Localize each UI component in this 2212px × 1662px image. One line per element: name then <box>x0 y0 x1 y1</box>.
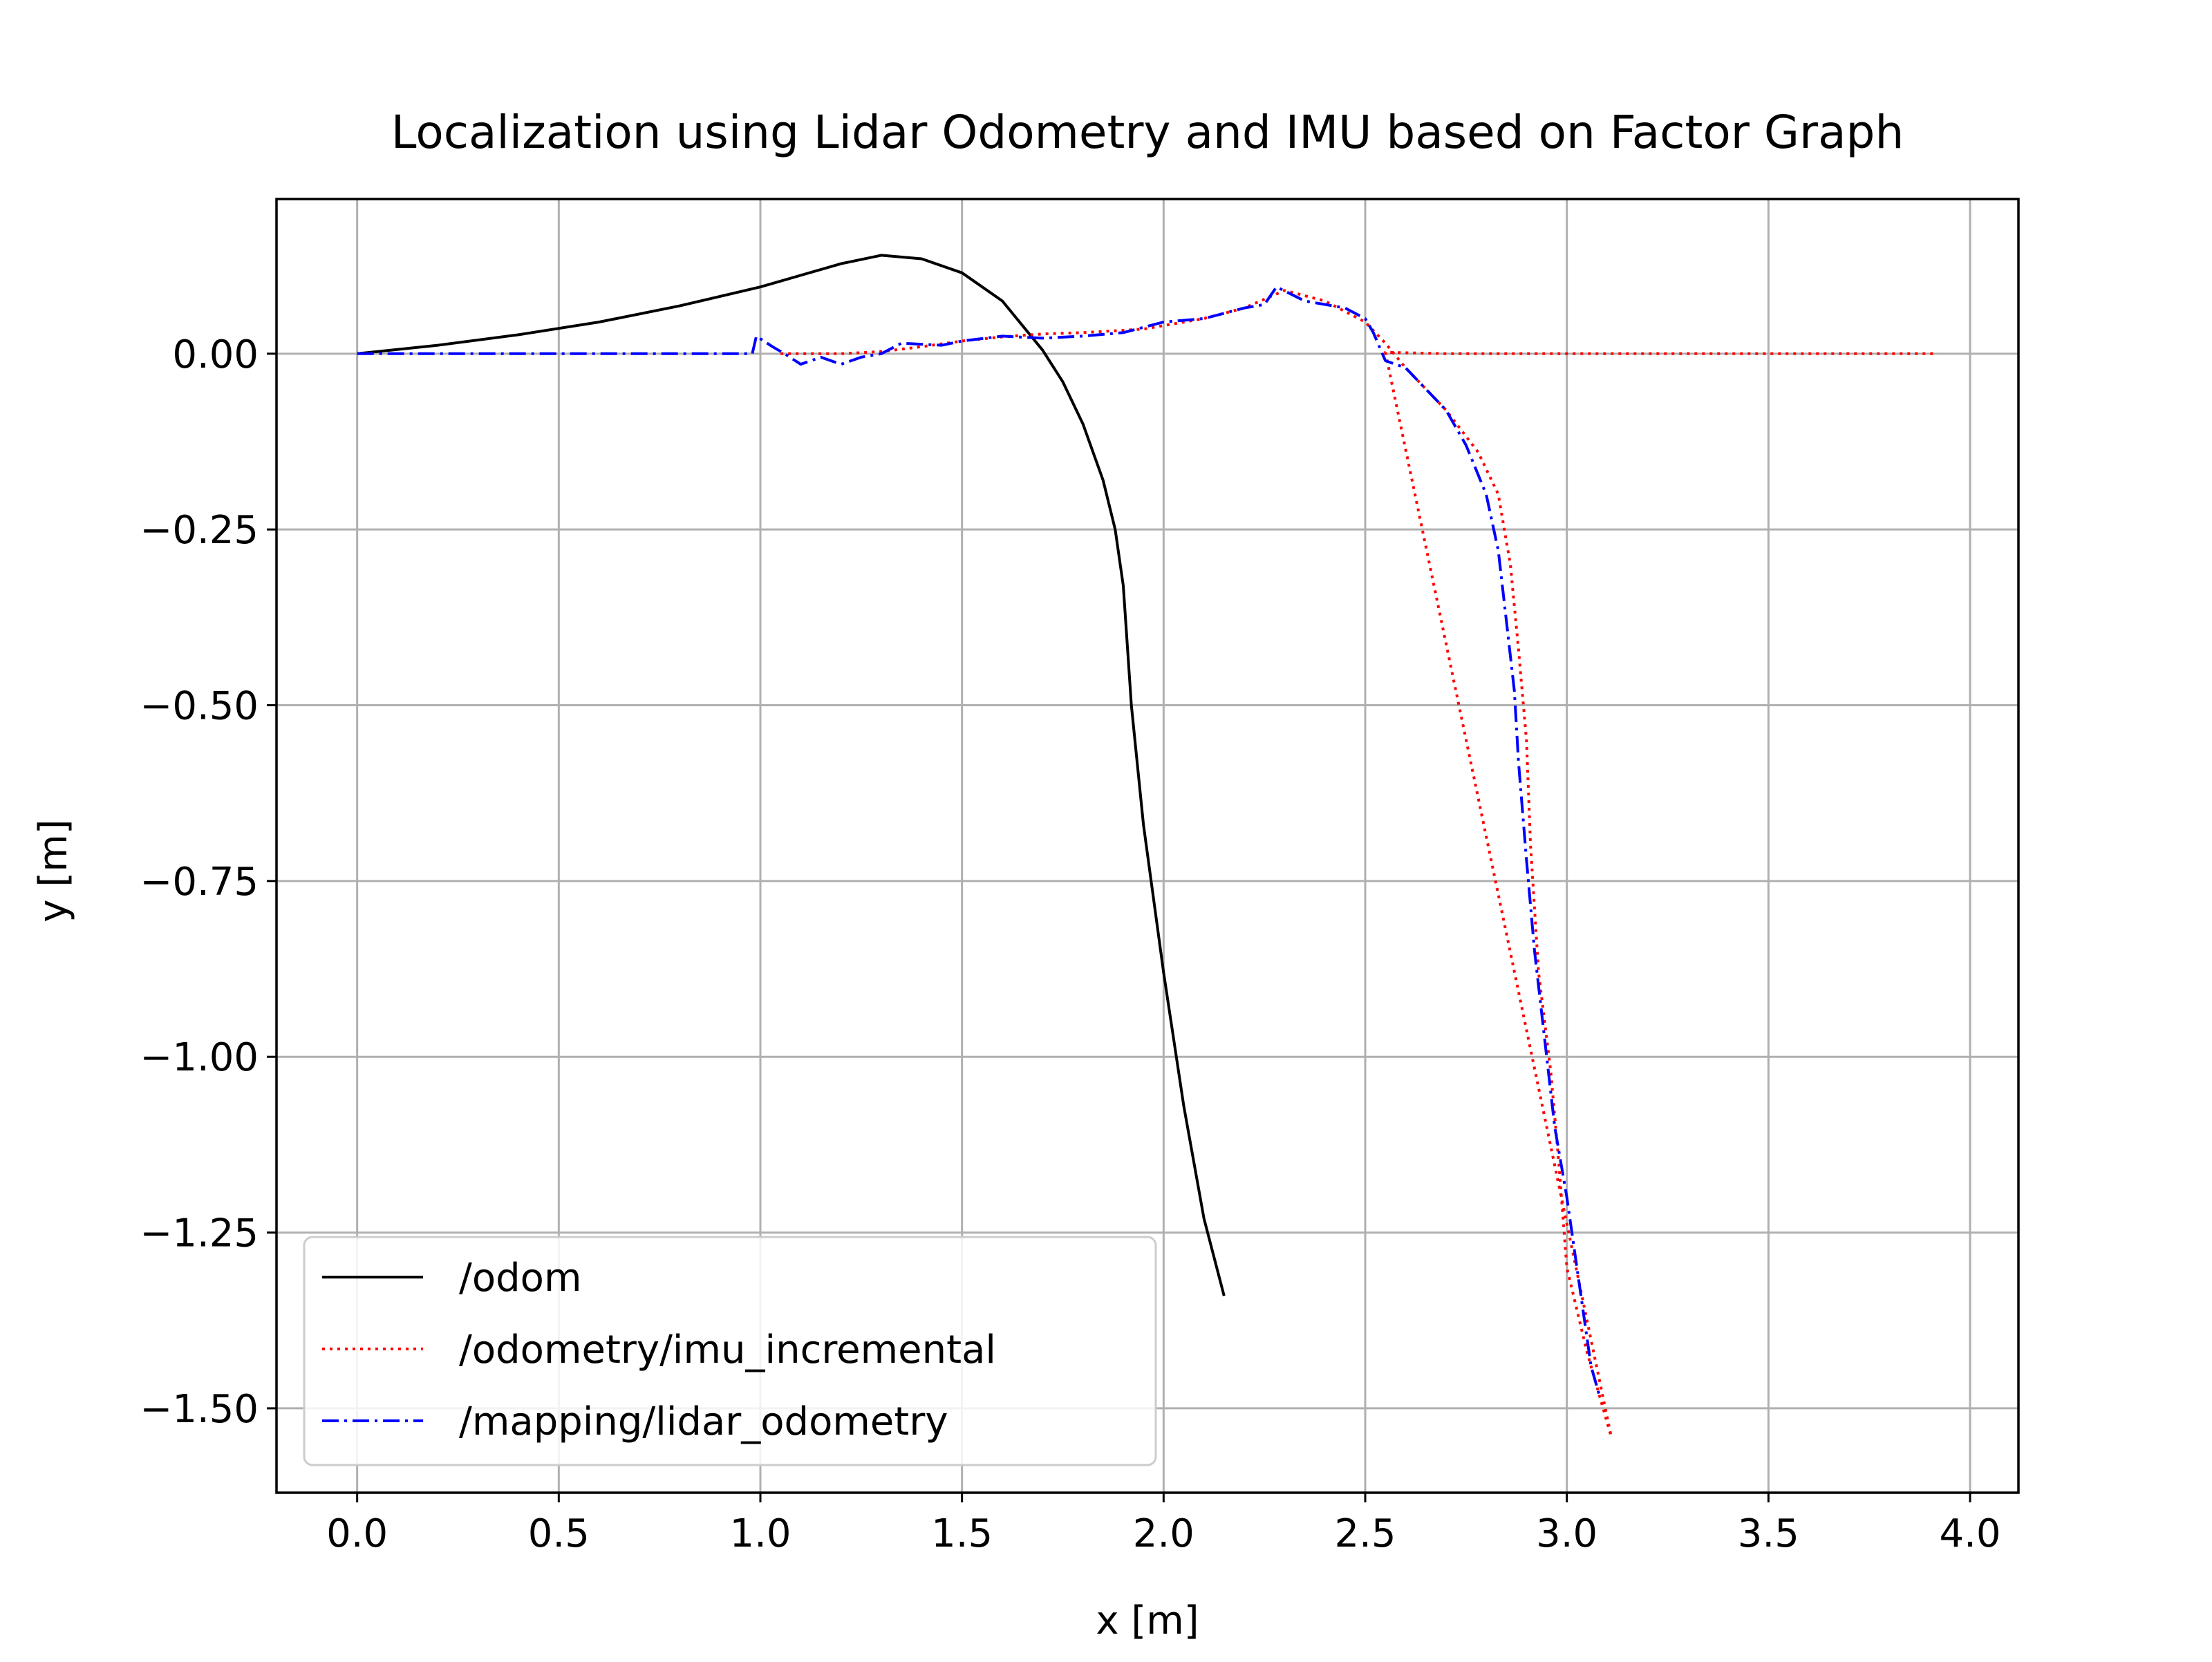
series-layer <box>357 254 1938 1438</box>
y-tick-label: −0.50 <box>140 684 259 729</box>
legend-label-odom: /odom <box>459 1256 582 1301</box>
legend-label-lidar-odometry: /mapping/lidar_odometry <box>459 1399 948 1444</box>
grid-lines <box>276 199 2018 1493</box>
series-line-odom <box>357 254 1226 1296</box>
y-tick-label: −1.00 <box>140 1035 259 1080</box>
x-tick-label: 2.5 <box>1334 1511 1396 1556</box>
y-tick-label: −0.25 <box>140 508 259 553</box>
x-tick-label: 2.0 <box>1133 1511 1194 1556</box>
chart-title: Localization using Lidar Odometry and IM… <box>391 106 1904 159</box>
legend: /odom /odometry/imu_incremental /mapping… <box>303 1236 1157 1466</box>
x-tick-label: 3.0 <box>1536 1511 1597 1556</box>
legend-label-imu-incremental: /odometry/imu_incremental <box>459 1328 996 1372</box>
x-axis-label: x [m] <box>1096 1598 1199 1643</box>
plot-frame <box>275 198 2020 1494</box>
y-tick-label: −0.75 <box>140 860 259 905</box>
y-axis-label: y [m] <box>31 819 76 922</box>
y-tick-label: −1.50 <box>140 1387 259 1432</box>
x-tick-label: 0.5 <box>528 1511 590 1556</box>
y-tick-label: 0.00 <box>172 332 259 377</box>
x-tick-label: 3.5 <box>1738 1511 1799 1556</box>
x-tick-label: 1.0 <box>729 1511 791 1556</box>
x-tick-label: 4.0 <box>1939 1511 2000 1556</box>
axis-ticks: 0.0 0.5 1.0 1.5 2.0 2.5 3.0 3.5 4.0 0.00 −0.25 −0.5… <box>140 332 2000 1556</box>
x-tick-label: 1.5 <box>931 1511 993 1556</box>
y-tick-label: −1.25 <box>140 1211 259 1256</box>
legend-box <box>303 1236 1157 1466</box>
x-tick-label: 0.0 <box>326 1511 388 1556</box>
series-line-lidar-odometry <box>357 285 1601 1395</box>
